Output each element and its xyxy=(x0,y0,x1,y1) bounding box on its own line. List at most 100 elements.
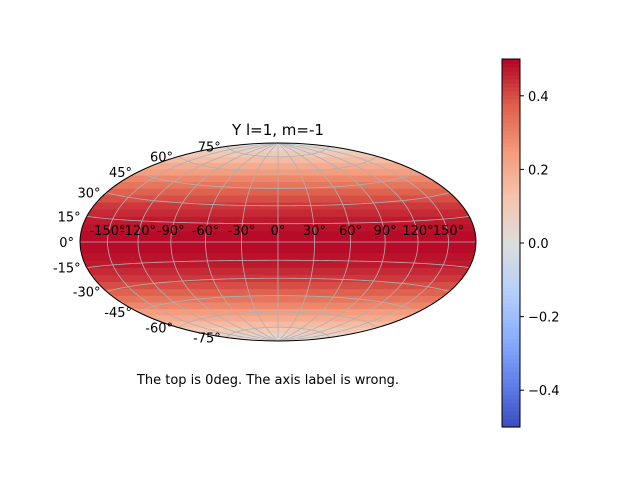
colorbar-strip xyxy=(502,363,520,368)
colorbar-strip xyxy=(502,375,520,380)
parallel-line xyxy=(106,277,450,292)
parallel-line xyxy=(86,259,470,269)
colorbar-strip xyxy=(502,371,520,376)
colorbar-strip xyxy=(502,315,520,320)
colorbar-strip xyxy=(502,211,520,216)
longitude-tick-label: -30° xyxy=(228,224,256,239)
parallel-line xyxy=(226,146,330,158)
colorbar-strip xyxy=(502,171,520,176)
colorbar-strip xyxy=(502,167,520,172)
longitude-tick-label: -120° xyxy=(120,224,156,239)
latitude-tick-label: -60° xyxy=(145,322,173,337)
colorbar-strip xyxy=(502,227,520,232)
map-outline xyxy=(79,142,477,342)
latitude-tick-label: 45° xyxy=(109,166,132,181)
colorbar-tick-label: 0.0 xyxy=(528,237,549,252)
parallel-line xyxy=(178,155,378,173)
colorbar-strip xyxy=(502,71,520,76)
longitude-tick-label: -60° xyxy=(192,224,220,239)
colorbar-strip xyxy=(502,183,520,188)
latitude-tick-label: 30° xyxy=(77,187,100,202)
colorbar-strip xyxy=(502,99,520,104)
colorbar-ticks: −0.4 −0.2 0.0 0.2 0.4 xyxy=(520,90,560,399)
colorbar-strip xyxy=(502,367,520,372)
graticule-grid xyxy=(80,143,476,341)
colorbar-strip xyxy=(502,155,520,160)
colorbar-strip xyxy=(502,343,520,348)
colorbar-strip xyxy=(502,175,520,180)
longitude-tick-label: 90° xyxy=(374,224,397,239)
colorbar-strip xyxy=(502,127,520,132)
colorbar-strip xyxy=(502,111,520,116)
latitude-tick-label: 60° xyxy=(150,150,173,165)
colorbar-strip xyxy=(502,223,520,228)
parallel-line xyxy=(106,192,450,207)
chart-title: Y l=1, m=-1 xyxy=(231,121,324,139)
colorbar-strip xyxy=(502,327,520,332)
colorbar-strip xyxy=(502,267,520,272)
colorbar-strip xyxy=(502,379,520,384)
colorbar-strip xyxy=(502,151,520,156)
parallel-line xyxy=(137,171,419,189)
longitude-tick-label: 150° xyxy=(433,224,464,239)
colorbar-strip xyxy=(502,355,520,360)
parallel-line xyxy=(137,295,419,313)
colorbar-strip xyxy=(502,275,520,280)
colorbar-strip xyxy=(502,291,520,296)
parallel-line xyxy=(178,311,378,329)
colorbar-strip xyxy=(502,63,520,68)
colorbar-strip xyxy=(502,283,520,288)
colorbar-strip xyxy=(502,359,520,364)
colorbar-strip xyxy=(502,339,520,344)
colorbar-strip xyxy=(502,67,520,72)
parallel-line xyxy=(86,215,470,225)
colorbar-strip xyxy=(502,87,520,92)
colorbar-tick-label: −0.4 xyxy=(528,384,560,399)
colorbar-strip xyxy=(502,215,520,220)
colorbar-strip xyxy=(502,159,520,164)
latitude-tick-label: -30° xyxy=(73,286,101,301)
latitude-tick-label: -45° xyxy=(104,306,132,321)
colorbar-strip xyxy=(502,395,520,400)
latitude-tick-label: 0° xyxy=(59,236,74,251)
colorbar-strip xyxy=(502,399,520,404)
colorbar-strip xyxy=(502,263,520,268)
latitude-tick-labels: -75° -60° -45°-30° -15° 0° 15° 30° 45° 60° 75° xyxy=(53,140,221,346)
colorbar-strip xyxy=(502,207,520,212)
colorbar-strip xyxy=(502,239,520,244)
colorbar-strip xyxy=(502,415,520,420)
colorbar-strip xyxy=(502,95,520,100)
colorbar-strip xyxy=(502,135,520,140)
colorbar-strip xyxy=(502,279,520,284)
colorbar-strip xyxy=(502,307,520,312)
colorbar-tick-label: 0.4 xyxy=(528,90,549,105)
longitude-tick-label: -90° xyxy=(157,224,185,239)
chart-annotation: The top is 0deg. The axis label is wrong… xyxy=(136,373,399,388)
colorbar-tick-label: −0.2 xyxy=(528,311,560,326)
colorbar-strip xyxy=(502,91,520,96)
colorbar-strip xyxy=(502,403,520,408)
colorbar-strip xyxy=(502,287,520,292)
colorbar-strip xyxy=(502,303,520,308)
colorbar-strip xyxy=(502,163,520,168)
colorbar: −0.4 −0.2 0.0 0.2 0.4 xyxy=(501,58,560,428)
colorbar-strip xyxy=(502,255,520,260)
colorbar-strip xyxy=(502,411,520,416)
longitude-tick-label: 30° xyxy=(303,224,326,239)
colorbar-strip xyxy=(502,199,520,204)
colorbar-strip xyxy=(502,391,520,396)
colorbar-strip xyxy=(502,147,520,152)
colorbar-strip xyxy=(502,383,520,388)
colorbar-strip xyxy=(502,271,520,276)
colorbar-strip xyxy=(502,243,520,248)
colorbar-strip xyxy=(502,311,520,316)
colorbar-strip xyxy=(502,143,520,148)
colorbar-strip xyxy=(502,295,520,300)
colorbar-strip xyxy=(502,103,520,108)
colorbar-strip xyxy=(502,139,520,144)
colorbar-strip xyxy=(502,83,520,88)
colorbar-strip xyxy=(502,335,520,340)
colorbar-strip xyxy=(502,231,520,236)
colorbar-strip xyxy=(502,247,520,252)
colorbar-strip xyxy=(502,351,520,356)
